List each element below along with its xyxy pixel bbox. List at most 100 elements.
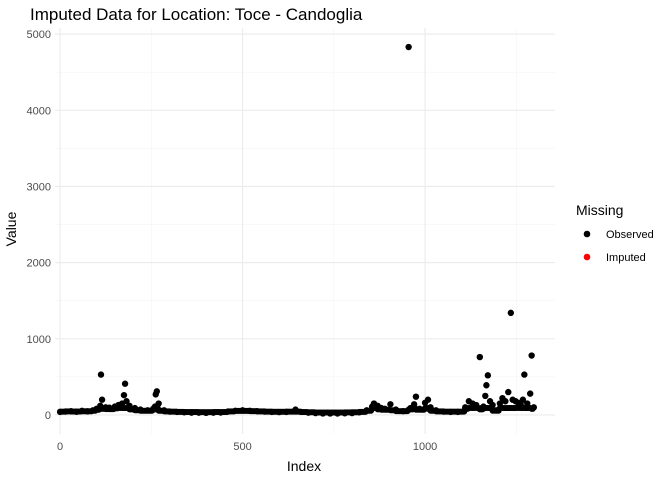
y-tick-label: 3000 — [27, 181, 51, 193]
observed-point — [507, 309, 515, 317]
x-axis-label: Index — [287, 458, 321, 474]
observed-point — [97, 371, 105, 378]
observed-point — [78, 407, 86, 414]
observed-point — [180, 409, 188, 416]
observed-point — [502, 398, 509, 405]
legend-key-observed — [583, 230, 591, 238]
observed-point — [521, 371, 528, 378]
observed-point — [440, 408, 447, 415]
y-tick-label: 0 — [45, 410, 51, 422]
grid — [55, 28, 555, 434]
observed-point — [483, 382, 490, 389]
observed-point — [480, 403, 487, 410]
observed-point — [432, 407, 440, 414]
observed-point — [387, 401, 394, 408]
observed-point — [496, 400, 504, 407]
observed-point — [454, 408, 462, 416]
observed-point — [121, 380, 129, 387]
observed-point — [493, 407, 500, 414]
observed-point — [530, 404, 538, 411]
observed-point — [356, 409, 363, 416]
observed-point — [341, 410, 348, 417]
observed-point — [232, 407, 239, 414]
observed-point — [120, 391, 128, 399]
observed-point — [283, 408, 290, 416]
observed-point — [447, 408, 454, 416]
observed-point — [519, 396, 527, 403]
observed-point — [210, 409, 217, 416]
observed-point — [319, 410, 327, 417]
observed-point — [173, 408, 181, 416]
observed-point — [166, 408, 173, 415]
observed-point — [410, 401, 418, 408]
observed-point — [484, 372, 492, 379]
observed-point — [381, 405, 389, 413]
observed-point — [202, 409, 210, 417]
x-tick-label: 0 — [57, 441, 63, 453]
observed-point — [505, 388, 512, 396]
observed-point — [405, 43, 412, 51]
observed-point — [160, 407, 168, 414]
observed-point — [246, 407, 254, 414]
x-axis-ticks: 0 500 1000 — [57, 441, 437, 453]
observed-point — [98, 396, 106, 403]
y-tick-label: 4000 — [27, 105, 51, 117]
observed-point — [239, 407, 246, 414]
observed-point — [476, 353, 484, 361]
observed-point — [97, 402, 104, 410]
observed-point — [217, 409, 224, 416]
observed-point — [472, 401, 480, 409]
chart-title: Imputed Data for Location: Toce - Candog… — [30, 5, 363, 24]
y-axis-ticks: 0 1000 2000 3000 4000 5000 — [27, 29, 51, 422]
observed-point — [312, 409, 319, 417]
observed-point — [399, 407, 407, 415]
observed-point — [326, 410, 334, 417]
observed-point — [334, 410, 341, 417]
observed-point — [462, 404, 469, 411]
observed-point — [348, 409, 356, 417]
observed-point — [412, 393, 420, 400]
observed-point — [73, 408, 80, 415]
legend-label-observed: Observed — [606, 229, 654, 241]
x-tick-label: 500 — [233, 441, 251, 453]
observed-point — [62, 408, 69, 415]
y-axis-label: Value — [3, 211, 19, 246]
observed-point — [56, 408, 64, 416]
observed-point — [153, 388, 161, 395]
observed-point — [268, 408, 275, 416]
observed-point — [526, 390, 534, 397]
legend-label-imputed: Imputed — [606, 252, 646, 264]
observed-point — [126, 402, 133, 410]
legend-title: Missing — [576, 202, 623, 218]
observed-point — [224, 408, 232, 415]
y-tick-label: 1000 — [27, 334, 51, 346]
observed-point — [427, 404, 434, 411]
observed-point — [275, 408, 283, 416]
observed-point — [392, 406, 400, 413]
observed-point — [482, 392, 489, 400]
observed-point — [489, 401, 496, 409]
observed-point — [297, 408, 305, 416]
observed-point — [188, 409, 195, 416]
legend-key-imputed — [583, 253, 591, 261]
observed-point — [144, 407, 151, 414]
y-tick-label: 5000 — [27, 29, 51, 41]
observed-point — [84, 408, 91, 415]
observed-point — [123, 398, 130, 405]
observed-point — [524, 400, 531, 407]
x-tick-label: 1000 — [413, 441, 437, 453]
observed-point — [253, 407, 261, 415]
observed-point — [292, 406, 299, 413]
observed-point — [131, 404, 139, 412]
observed-point — [416, 405, 423, 413]
observed-point — [363, 407, 370, 414]
observed-point — [67, 407, 75, 415]
y-tick-label: 2000 — [27, 258, 51, 270]
observed-point — [261, 408, 268, 415]
observed-point — [195, 409, 202, 416]
observed-point — [155, 400, 162, 407]
legend: Missing Observed Imputed — [576, 202, 654, 264]
observed-point — [528, 352, 535, 359]
observed-point — [305, 409, 312, 416]
